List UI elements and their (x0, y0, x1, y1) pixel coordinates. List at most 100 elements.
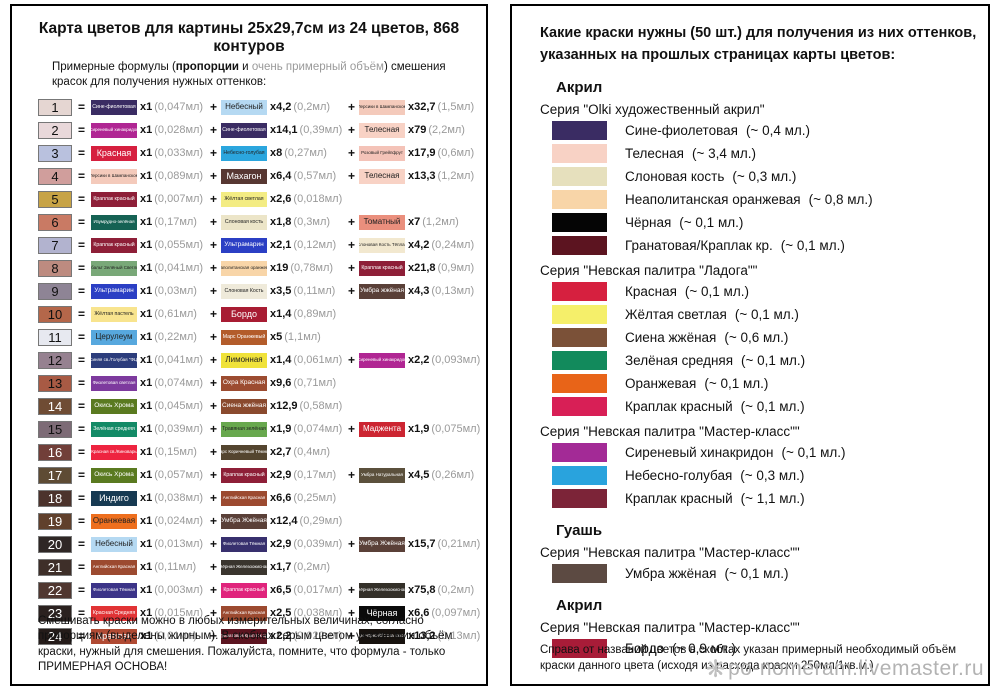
plus-sign: + (209, 560, 217, 575)
equals-sign: = (77, 491, 85, 506)
amount: х1 (0,041мл) (140, 354, 206, 366)
paint-volume: (~ 0,4 мл.) (745, 122, 810, 138)
multiplier: х1,9 (408, 423, 430, 436)
multiplier: х1,4 (270, 308, 292, 321)
plus-sign: + (209, 353, 217, 368)
multiplier: х5 (270, 331, 283, 344)
amount: х12,4 (0,29мл) (270, 515, 344, 527)
series-label: Серия "Невская палитра "Мастер-класс"" (540, 423, 800, 439)
paint-chip: Марс Оранжевый (221, 329, 267, 345)
volume: (0,028мл) (154, 124, 204, 137)
plus-sign: + (209, 261, 217, 276)
formula-row: 2 = Сиреневый хинакридон х1 (0,028мл) + Сине-ф… (38, 119, 486, 142)
snowflake-icon: ❋ (705, 656, 727, 683)
plus-sign: + (209, 123, 217, 138)
paint-chip: Красная (91, 145, 137, 161)
volume: (0,57мл) (293, 170, 337, 183)
paint-name: Красная (625, 283, 677, 299)
formula-row: 18 = Индиго х1 (0,038мл) + Английская Красная х… (38, 487, 486, 510)
paint-chip: Травяная зелёная (221, 421, 267, 437)
paint-volume: (~ 0,1 мл.) (679, 214, 744, 230)
paint-name: Слоновая кость (625, 168, 725, 184)
volume: (0,2мл) (293, 101, 331, 114)
paint-chip: Окись Хрома (91, 398, 137, 414)
amount: х1 (0,057мл) (140, 469, 206, 481)
amount: х1 (0,074мл) (140, 377, 206, 389)
paint-chip: Слоновая кость (221, 214, 267, 230)
volume: (0,71мл) (293, 377, 337, 390)
paint-chip: Умбра жжёная (359, 283, 405, 299)
amount: х6,5 (0,017мл) (270, 584, 344, 596)
volume: (0,15мл) (154, 446, 197, 459)
paint-name: Сиреневый хинакридон (625, 444, 774, 460)
paint-chip: Синяя св./Голубая "ФЦ" (91, 352, 137, 368)
paint-volume: (~ 0,3 мл.) (740, 467, 805, 483)
series-label: Серия "Невская палитра "Ладога"" (540, 262, 758, 278)
equals-sign: = (77, 169, 85, 184)
result-color-swatch: 2 (38, 121, 72, 139)
paint-chip: Персики в Шампанском (359, 99, 405, 115)
result-color-swatch: 16 (38, 443, 72, 461)
result-color-swatch: 6 (38, 213, 72, 231)
volume: (0,047мл) (154, 101, 204, 114)
formula-row: 17 = Окись Хрома х1 (0,057мл) + Краплак красны… (38, 464, 486, 487)
paint-chip: Краплак красный (221, 467, 267, 483)
amount: х1,7 (0,2мл) (270, 561, 344, 573)
formula-row: 10 = Жёлтая пастель х1 (0,61мл) + Бордо х1,4 (0,… (38, 303, 486, 326)
plus-sign: + (347, 537, 355, 552)
paint-chip: Чёрная (359, 605, 405, 621)
amount: х1 (0,028мл) (140, 124, 206, 136)
equals-sign: = (77, 146, 85, 161)
amount: х4,3 (0,13мл) (408, 285, 486, 297)
volume: (0,041мл) (154, 262, 204, 275)
volume: (0,075мл) (431, 423, 481, 436)
paint-name: Сиена жжёная (625, 329, 717, 345)
paint-chip: Краплак красный (91, 237, 137, 253)
formula-row: 24 = Краплак х1 (0,01мл) + Гранатовая/Краплак … (38, 625, 486, 648)
paint-chip: Фиолетовая светлая (91, 375, 137, 391)
amount: х6,4 (0,57мл) (270, 170, 344, 182)
equals-sign: = (77, 307, 85, 322)
volume: (0,24мл) (431, 239, 475, 252)
volume: (0,039мл) (293, 538, 343, 551)
paint-color-swatch (552, 120, 607, 140)
plus-sign: + (209, 215, 217, 230)
paint-list-item: Телесная (~ 3,4 мл.) (540, 142, 970, 165)
paint-name: Чёрная (625, 214, 672, 230)
series-label: Серия "Невская палитра "Мастер-класс"" (540, 544, 800, 560)
multiplier: х17,9 (408, 147, 436, 160)
right-panel-title: Какие краски нужны (50 шт.) для получени… (540, 25, 977, 64)
amount: х1 (0,038мл) (140, 492, 206, 504)
multiplier: х1 (140, 354, 153, 367)
formula-row: 19 = Оранжевая х1 (0,024мл) + Умбра Жжёная х12,… (38, 510, 486, 533)
multiplier: х1 (140, 492, 153, 505)
multiplier: х7 (408, 216, 421, 229)
paint-chip: Сиреневый хинакридон (359, 352, 405, 368)
paint-list-item: Умбра жжёная (~ 0,1 мл.) (540, 562, 970, 585)
amount: х19 (0,78мл) (270, 262, 344, 274)
paint-chip: Ультрамарин (221, 237, 267, 253)
amount: х1 (0,11мл) (140, 561, 206, 573)
paint-volume: (~ 0,1 мл.) (780, 237, 845, 253)
equals-sign: = (77, 629, 85, 644)
amount: х1,9 (0,074мл) (270, 423, 344, 435)
paint-chip: Ультрамарин (91, 283, 137, 299)
volume: (0,013мл) (154, 538, 204, 551)
multiplier: х12,4 (270, 515, 298, 528)
equals-sign: = (77, 445, 85, 460)
equals-sign: = (77, 238, 85, 253)
amount: х1 (0,045мл) (140, 400, 206, 412)
amount: х9,6 (0,71мл) (270, 377, 344, 389)
amount: х6,6 (0,25мл) (270, 492, 344, 504)
paint-chip: Маджента (359, 421, 405, 437)
equals-sign: = (77, 514, 85, 529)
volume: (1,2мл) (422, 216, 459, 229)
paint-list-item: Бордо (~ 0,9 мл.) (540, 637, 970, 660)
paint-name: Неаполитанская оранжевая (625, 191, 801, 207)
paint-volume: (~ 0,1 мл.) (724, 565, 789, 581)
paint-color-swatch (552, 488, 607, 508)
plus-sign: + (347, 100, 355, 115)
subtitle-mid: и (238, 61, 252, 73)
multiplier: х6,6 (408, 607, 430, 620)
amount: х2,9 (0,17мл) (270, 469, 344, 481)
